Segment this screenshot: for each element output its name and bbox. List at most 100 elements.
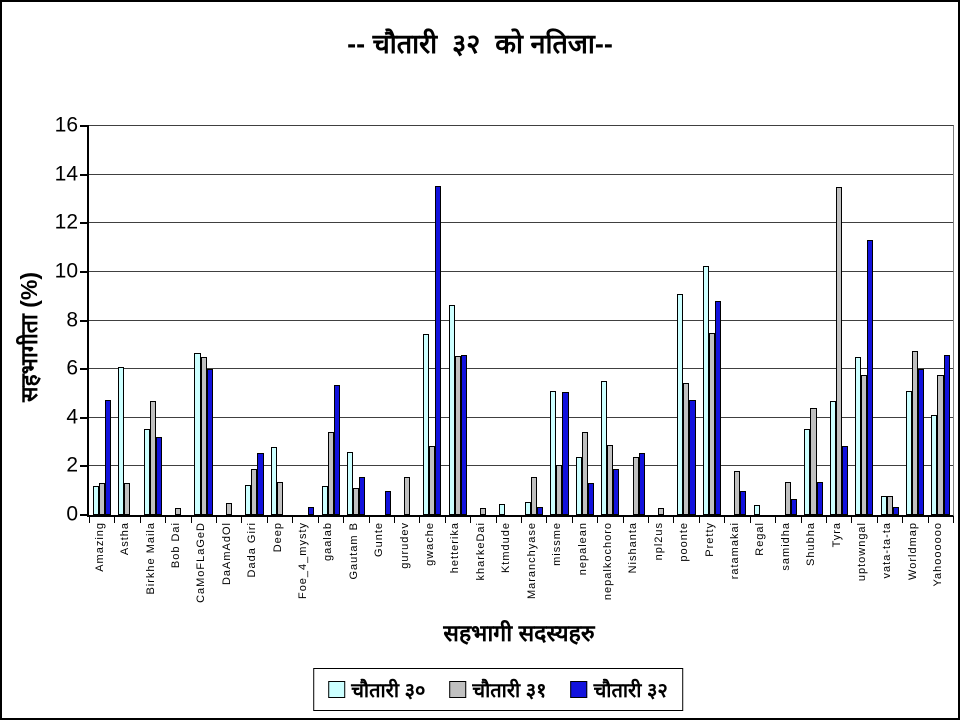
bar <box>581 432 588 515</box>
x-tick-mark <box>673 516 675 523</box>
x-tick-mark <box>546 516 548 523</box>
bar <box>321 485 328 515</box>
legend-item: चौतारी ३१ <box>449 676 547 703</box>
bar <box>499 504 506 515</box>
bar <box>524 501 531 515</box>
bar <box>740 490 747 515</box>
category-label: uptowngal <box>856 522 869 582</box>
x-tick-mark <box>393 516 395 523</box>
category-label: Shubha <box>805 522 818 566</box>
category-label: Pretty <box>703 522 716 557</box>
category-label: Astha <box>119 522 132 556</box>
x-tick-mark <box>165 516 167 523</box>
bar <box>867 240 874 515</box>
category-label: Birkhe Maila <box>144 522 157 595</box>
bar <box>562 392 569 515</box>
y-tick-label: 4 <box>66 405 78 429</box>
bar <box>677 293 684 515</box>
bar <box>601 381 608 515</box>
x-tick-mark <box>597 516 599 523</box>
x-tick-mark <box>724 516 726 523</box>
bar <box>638 453 645 515</box>
gridline <box>89 270 953 272</box>
y-tick-mark <box>80 270 89 273</box>
bar <box>194 353 201 515</box>
x-tick-mark <box>317 516 319 523</box>
category-label: DaAmAdOl <box>220 522 233 586</box>
category-label: Gautam B <box>347 522 360 580</box>
bar <box>937 375 944 515</box>
x-tick-mark <box>114 516 116 523</box>
category-label: nepalean <box>576 522 589 576</box>
x-tick-mark <box>139 516 141 523</box>
bar <box>785 482 792 515</box>
x-tick-mark <box>800 516 802 523</box>
bar <box>124 483 131 515</box>
y-tick-label: 10 <box>54 259 78 283</box>
bar <box>155 437 162 515</box>
bar <box>98 483 105 515</box>
bar <box>575 456 582 515</box>
category-label: gaalab <box>322 522 335 562</box>
x-tick-mark <box>876 516 878 523</box>
bar <box>206 369 213 515</box>
bar <box>435 185 442 515</box>
bar <box>460 354 467 515</box>
category-label: gwache <box>424 522 437 566</box>
legend-label: चौतारी ३१ <box>472 680 547 702</box>
legend-swatch <box>570 681 588 698</box>
category-label: poonte <box>678 522 691 562</box>
bar <box>708 332 715 515</box>
y-tick-label: 16 <box>54 113 78 137</box>
bar <box>149 400 156 515</box>
bar <box>689 399 696 515</box>
bar <box>841 445 849 515</box>
y-tick-mark <box>80 173 89 176</box>
category-label: Worldmap <box>906 522 919 580</box>
category-label: Gunte <box>373 522 386 557</box>
category-label: ratamakai <box>729 522 741 580</box>
bar <box>912 350 919 515</box>
bar <box>225 502 233 515</box>
bar <box>829 400 836 515</box>
category-label: Ktmdude <box>500 522 513 574</box>
category-label: vata-ta-ta <box>881 522 894 579</box>
x-tick-mark <box>622 516 624 523</box>
bar <box>327 432 334 515</box>
category-label: Deep <box>271 522 284 553</box>
bar <box>931 415 938 515</box>
bar <box>861 375 868 515</box>
x-tick-mark <box>419 516 421 523</box>
y-tick-label: 14 <box>54 162 78 186</box>
bar <box>918 369 925 515</box>
bar <box>423 333 430 515</box>
bar <box>251 468 258 515</box>
bar <box>359 477 366 515</box>
bar <box>892 506 899 515</box>
category-label: Bob Dai <box>169 522 182 569</box>
bar <box>454 355 461 515</box>
x-tick-mark <box>470 516 472 523</box>
category-label: Amazing <box>93 522 106 572</box>
y-tick-label: 2 <box>66 453 78 477</box>
bar <box>657 507 665 515</box>
bar <box>537 506 544 515</box>
bar <box>308 506 315 515</box>
y-tick-mark <box>80 125 89 127</box>
category-label: nepalkochoro <box>601 522 614 601</box>
bar <box>530 477 537 515</box>
x-tick-mark <box>495 516 497 523</box>
bar <box>429 445 436 515</box>
plot-area <box>80 125 954 523</box>
category-label: kharkeDai <box>474 522 487 581</box>
x-tick-mark <box>292 516 294 523</box>
gridline <box>89 465 953 467</box>
bar <box>816 482 823 515</box>
category-label: CaMoFLaGeD <box>195 522 208 603</box>
y-tick-mark <box>80 222 89 225</box>
bar <box>353 488 360 515</box>
bar <box>683 382 690 515</box>
x-tick-mark <box>216 516 218 523</box>
bar <box>245 484 252 515</box>
